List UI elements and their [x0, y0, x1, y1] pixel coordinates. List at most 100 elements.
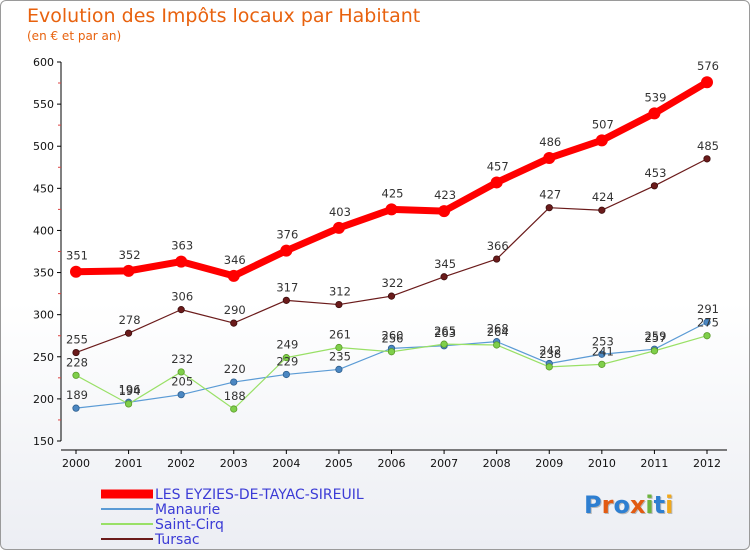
data-label: 317	[276, 280, 298, 294]
series-point-2	[177, 368, 185, 376]
y-tick-label: 350	[33, 267, 54, 280]
series-point-3	[335, 300, 343, 309]
series-point-2	[387, 348, 396, 356]
logo-letter: r	[601, 491, 614, 519]
series-point-3	[598, 206, 606, 214]
series-point-1	[282, 370, 290, 379]
series-point-3	[440, 273, 448, 281]
logo-letter: P	[584, 491, 602, 519]
x-tick-label: 2000	[62, 457, 90, 470]
x-tick-label: 2008	[483, 457, 511, 470]
x-tick-label: 2004	[272, 457, 300, 470]
data-label: 263	[434, 326, 456, 340]
data-label: 363	[171, 239, 193, 253]
x-tick-label: 2002	[167, 457, 195, 470]
x-tick-label: 2011	[640, 457, 668, 470]
series-point-1	[72, 404, 80, 412]
data-label: 352	[119, 248, 141, 262]
series-point-0	[648, 107, 661, 120]
data-label: 507	[592, 117, 614, 131]
series-point-0	[280, 244, 293, 257]
data-label: 576	[697, 59, 719, 73]
data-label: 194	[119, 384, 141, 398]
data-label: 322	[382, 276, 404, 290]
series-point-3	[650, 182, 659, 190]
data-label: 539	[644, 90, 666, 104]
series-point-2	[440, 340, 448, 348]
legend-label: Manaurie	[155, 502, 220, 518]
logo-letter: i	[665, 491, 674, 519]
series-point-2	[545, 363, 553, 371]
data-label: 189	[66, 388, 88, 402]
series-point-0	[543, 152, 556, 165]
series-point-0	[490, 176, 503, 189]
series-point-3	[387, 292, 396, 300]
x-tick-label: 2001	[115, 457, 143, 470]
data-label: 278	[119, 313, 141, 327]
series-point-2	[230, 405, 238, 413]
legend-label: LES EYZIES-DE-TAYAC-SIREUIL	[155, 487, 364, 503]
series-point-1	[703, 318, 711, 326]
data-label: 290	[224, 303, 246, 317]
x-tick-label: 2009	[535, 457, 563, 470]
data-label: 486	[539, 135, 561, 149]
chart-title: Evolution des Impôts locaux par Habitant	[27, 5, 421, 27]
x-tick-label: 2012	[693, 457, 721, 470]
y-tick-label: 150	[33, 435, 54, 448]
series-point-2	[335, 343, 343, 352]
data-label: 485	[697, 139, 719, 153]
data-label: 424	[592, 190, 614, 204]
data-label: 425	[382, 186, 404, 200]
data-label: 229	[276, 354, 298, 368]
data-label: 205	[171, 375, 193, 389]
data-label: 427	[539, 188, 561, 202]
series-point-1	[598, 350, 606, 358]
data-label: 306	[171, 290, 193, 304]
series-point-0	[332, 221, 345, 234]
data-label: 345	[434, 257, 456, 271]
series-point-3	[72, 348, 80, 357]
data-label: 257	[644, 331, 666, 345]
data-label: 238	[539, 347, 561, 361]
data-label: 241	[592, 344, 614, 358]
data-label: 232	[171, 352, 193, 366]
x-tick-label: 2005	[325, 457, 353, 470]
legend-label: Tursac	[154, 532, 200, 548]
series-point-0	[438, 205, 451, 218]
logo-letter: o	[613, 491, 630, 519]
data-label: 291	[697, 302, 719, 316]
data-label: 235	[329, 349, 351, 363]
data-label: 188	[224, 389, 246, 403]
data-label: 265	[434, 324, 456, 338]
data-label: 346	[224, 253, 246, 267]
series-point-0	[122, 264, 135, 277]
x-tick-label: 2007	[430, 457, 458, 470]
y-tick-label: 200	[33, 393, 54, 406]
data-label: 366	[487, 239, 509, 253]
logo-letter: t	[653, 491, 666, 519]
data-label: 249	[276, 338, 298, 352]
y-tick-label: 400	[33, 224, 54, 237]
data-label: 259	[644, 329, 666, 343]
data-label: 255	[66, 333, 88, 347]
series-point-2	[282, 354, 290, 362]
x-tick-label: 2006	[378, 457, 406, 470]
series-point-0	[175, 255, 188, 268]
y-tick-label: 550	[33, 98, 54, 111]
y-tick-label: 450	[33, 182, 54, 195]
series-point-0	[385, 203, 398, 216]
legend: LES EYZIES-DE-TAYAC-SIREUILManaurieSaint…	[101, 487, 364, 548]
series-point-3	[545, 204, 553, 212]
data-label: 403	[329, 205, 351, 219]
data-label: 196	[119, 382, 141, 396]
data-label: 228	[66, 355, 88, 369]
proxiti-logo: Proxiti	[584, 491, 673, 519]
series-point-2	[598, 360, 606, 368]
y-tick-label: 500	[33, 140, 54, 153]
data-label: 268	[487, 322, 509, 336]
data-label: 220	[224, 362, 246, 376]
data-label: 423	[434, 188, 456, 202]
series-point-3	[493, 255, 501, 263]
series-point-0	[227, 269, 240, 282]
chart-subtitle: (en € et par an)	[27, 29, 122, 43]
